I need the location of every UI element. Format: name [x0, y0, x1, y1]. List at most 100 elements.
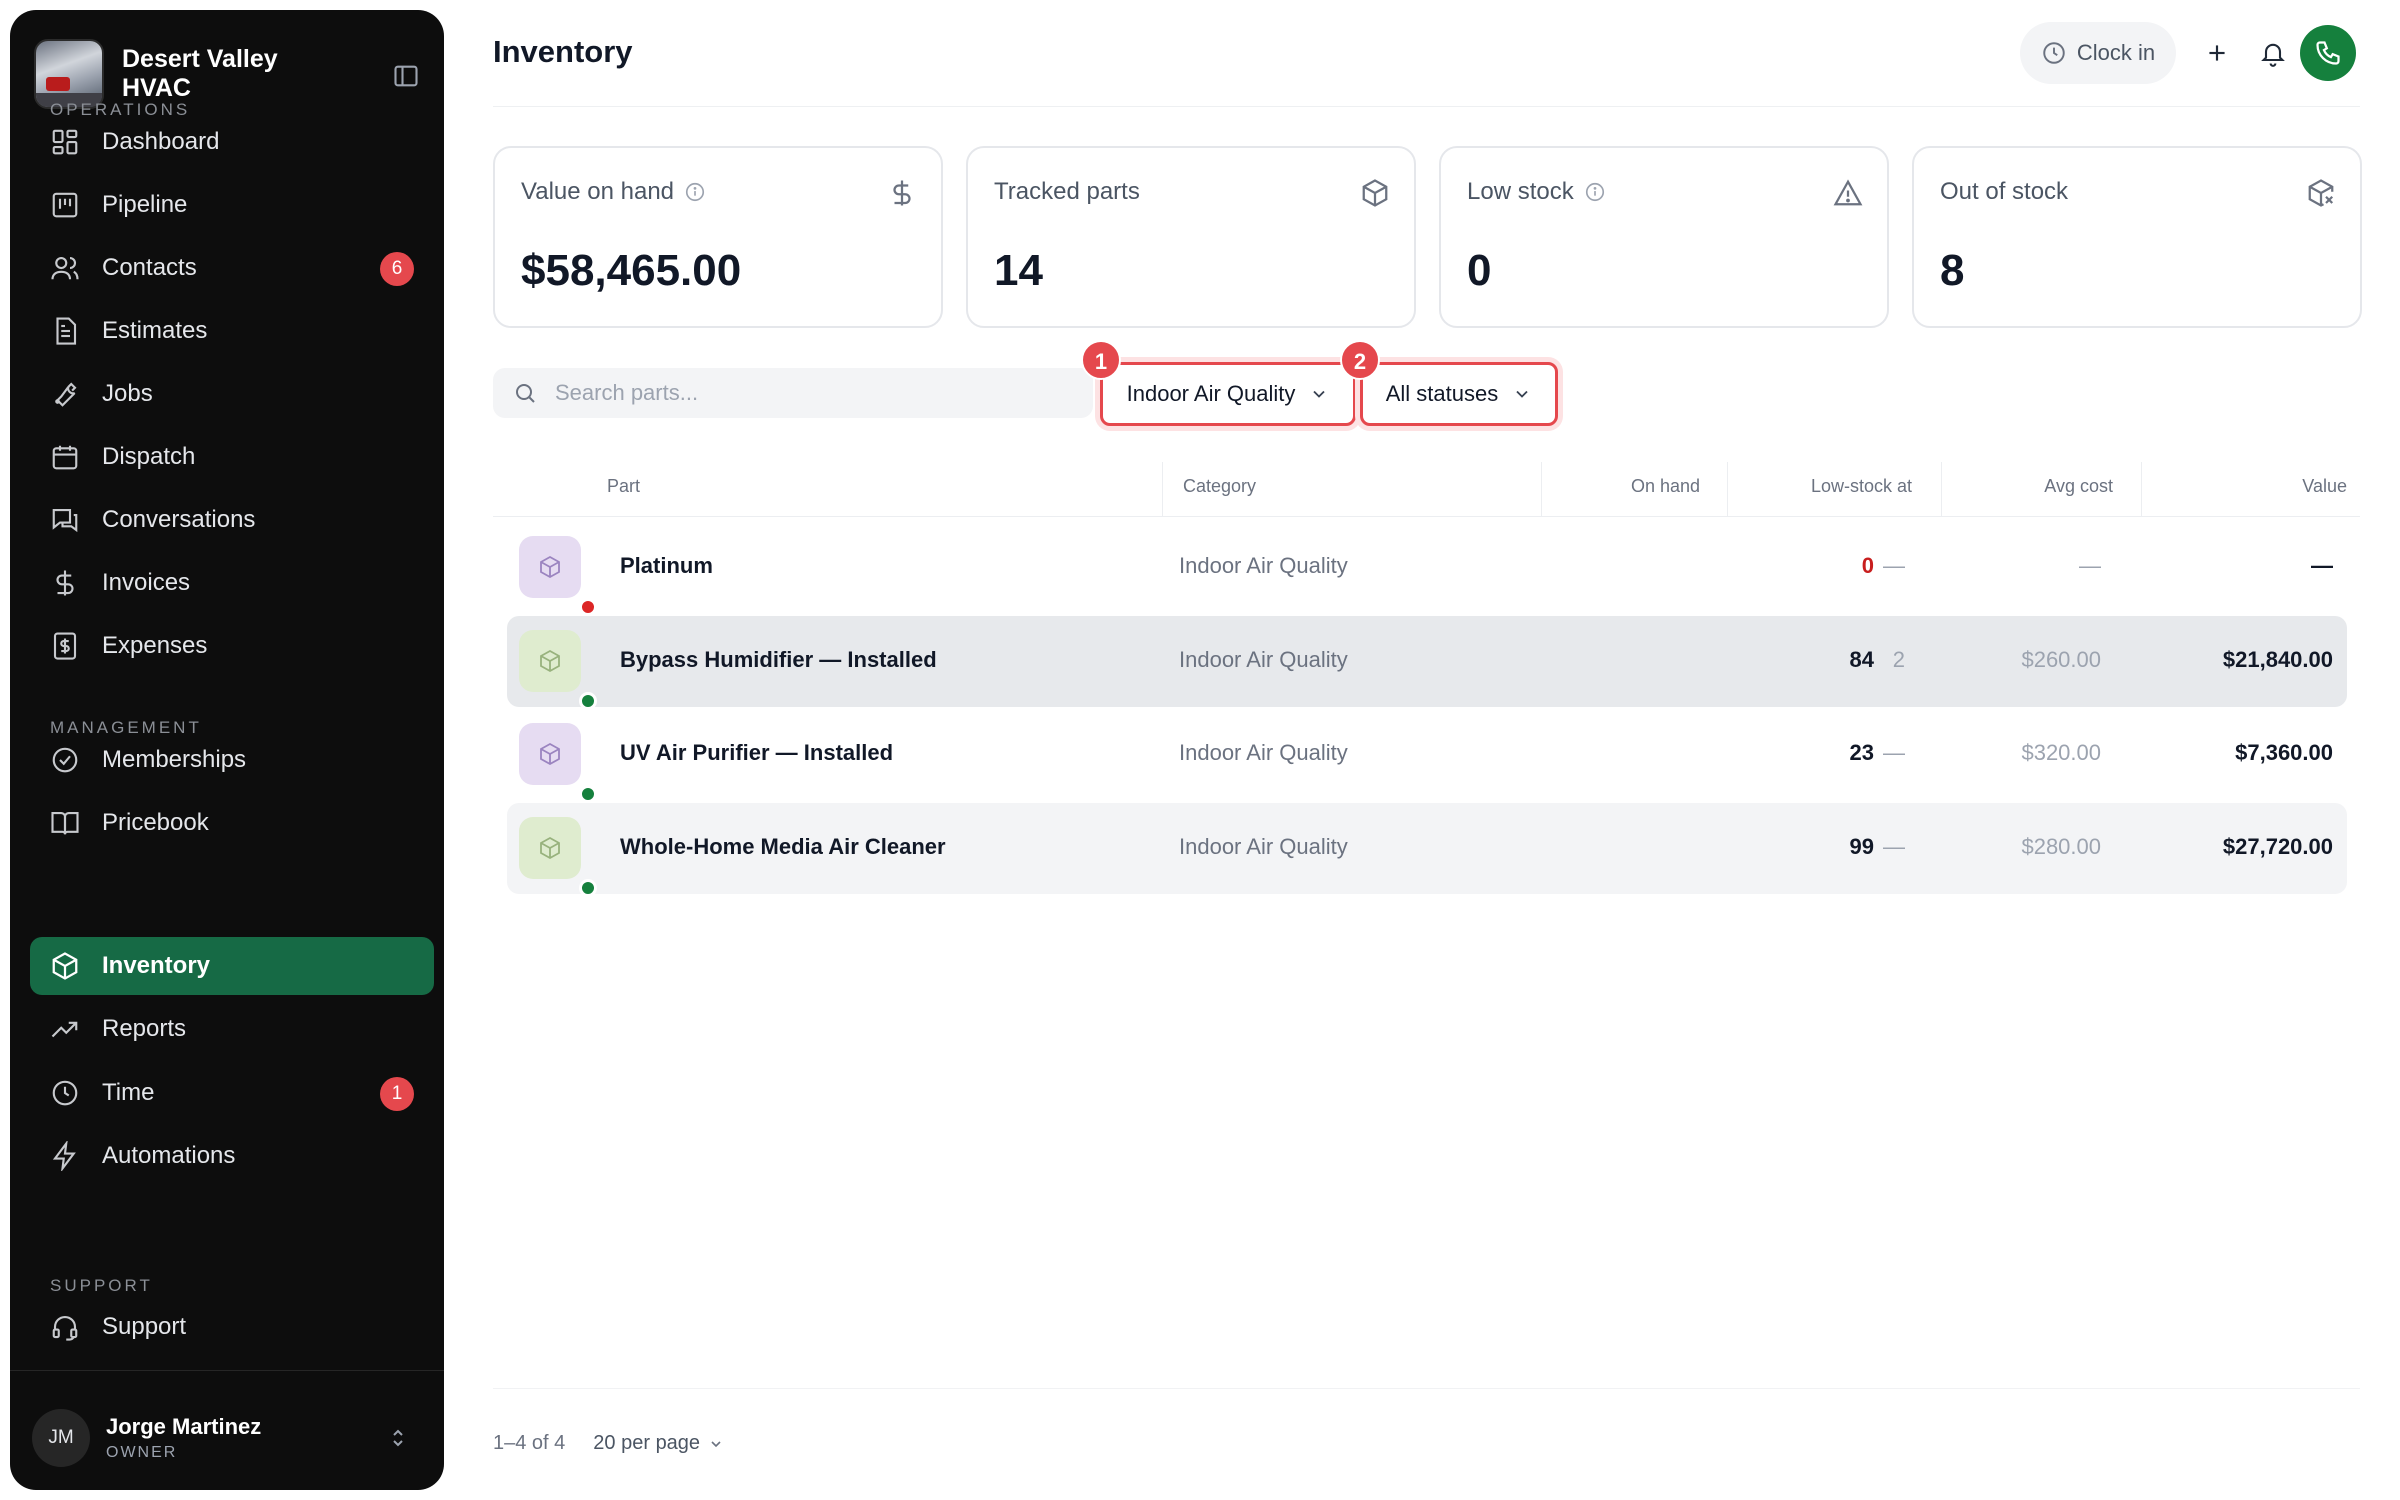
- sidebar-item-label: Jobs: [102, 380, 153, 407]
- sidebar-item-contacts[interactable]: Contacts 6: [30, 239, 434, 297]
- avg-cost-value: —: [2079, 553, 2101, 578]
- column-header-category[interactable]: Category: [1183, 476, 1257, 496]
- phone-button[interactable]: [2300, 25, 2356, 81]
- stat-label: Value on hand: [521, 178, 675, 205]
- part-thumbnail: [519, 817, 581, 879]
- on-hand-value: 0: [1861, 553, 1874, 578]
- stock-status-dot: [579, 598, 597, 616]
- clock-icon: [2041, 40, 2067, 66]
- estimates-icon: [50, 316, 80, 346]
- phone-icon: [2314, 39, 2342, 67]
- notifications-button[interactable]: [2242, 22, 2304, 84]
- sidebar-item-inventory[interactable]: Inventory: [30, 937, 434, 995]
- category-filter-dropdown[interactable]: Indoor Air Quality: [1100, 362, 1356, 426]
- sidebar-item-label: Dispatch: [102, 443, 196, 470]
- section-label-operations: OPERATIONS: [50, 100, 191, 119]
- bell-icon: [2259, 39, 2287, 67]
- add-button[interactable]: [2186, 22, 2248, 84]
- clock-in-label: Clock in: [2076, 40, 2156, 65]
- stat-value: $58,465.00: [521, 246, 742, 295]
- user-role: OWNER: [106, 1444, 178, 1461]
- chevron-down-icon: [708, 1436, 724, 1452]
- part-category: Indoor Air Quality: [1179, 647, 1348, 672]
- receipt-icon: [50, 631, 80, 661]
- avatar: JM: [32, 1409, 90, 1467]
- time-count-badge: 1: [380, 1077, 414, 1111]
- status-filter-value: All statuses: [1385, 381, 1499, 406]
- sidebar-item-memberships[interactable]: Memberships: [30, 731, 434, 789]
- column-header-low-stock-at[interactable]: Low-stock at: [1810, 476, 1912, 496]
- sidebar-item-label: Dashboard: [102, 128, 220, 155]
- sidebar-item-invoices[interactable]: Invoices: [30, 554, 434, 612]
- sidebar-item-label: Automations: [102, 1142, 236, 1169]
- plus-icon: [2204, 40, 2230, 66]
- sidebar-item-support[interactable]: Support: [30, 1298, 434, 1356]
- sidebar-item-label: Invoices: [102, 569, 191, 596]
- info-icon[interactable]: [684, 181, 706, 203]
- sidebar-item-label: Expenses: [102, 632, 208, 659]
- clock-in-button[interactable]: Clock in: [2020, 22, 2176, 84]
- low-stock-at-value: 2: [1892, 647, 1905, 672]
- page-title: Inventory: [493, 34, 633, 69]
- part-thumbnail: [519, 723, 581, 785]
- sidebar-item-reports[interactable]: Reports: [30, 1000, 434, 1058]
- stat-card-low-stock: Low stock 0: [1439, 146, 1889, 328]
- column-header-avg-cost[interactable]: Avg cost: [2044, 476, 2113, 496]
- part-category: Indoor Air Quality: [1179, 834, 1348, 859]
- info-icon[interactable]: [1584, 181, 1606, 203]
- sidebar-item-jobs[interactable]: Jobs: [30, 365, 434, 423]
- sidebar-item-expenses[interactable]: Expenses: [30, 617, 434, 675]
- book-icon: [50, 808, 80, 838]
- stock-status-dot: [579, 692, 597, 710]
- column-header-part[interactable]: Part: [607, 476, 641, 496]
- sidebar-item-estimates[interactable]: Estimates: [30, 302, 434, 360]
- column-separator: [1941, 462, 1942, 516]
- warning-icon: [1833, 178, 1863, 208]
- pipeline-icon: [50, 190, 80, 220]
- stat-value: 0: [1467, 246, 1492, 295]
- box-icon: [538, 742, 562, 766]
- stat-label: Low stock: [1467, 178, 1574, 205]
- headset-icon: [50, 1312, 80, 1342]
- on-hand-value: 99: [1849, 834, 1874, 859]
- sidebar: Desert Valley HVAC OPERATIONS Dashboard …: [10, 10, 444, 1490]
- sidebar-item-conversations[interactable]: Conversations: [30, 491, 434, 549]
- brand[interactable]: Desert Valley HVAC: [34, 34, 420, 114]
- column-header-on-hand[interactable]: On hand: [1630, 476, 1700, 496]
- sidebar-item-time[interactable]: Time 1: [30, 1064, 434, 1122]
- table-row[interactable]: UV Air Purifier — Installed Indoor Air Q…: [507, 709, 2347, 803]
- table-header-divider: [493, 516, 2360, 517]
- stat-card-value-on-hand: Value on hand $58,465.00: [493, 146, 943, 328]
- pagination: 1–4 of 4 20 per page: [493, 1432, 724, 1455]
- sidebar-item-dashboard[interactable]: Dashboard: [30, 113, 434, 171]
- table-row[interactable]: Platinum Indoor Air Quality 0 — — —: [507, 522, 2347, 616]
- column-separator: [2141, 462, 2142, 516]
- sidebar-toggle-icon[interactable]: [392, 62, 420, 90]
- sidebar-item-label: Pricebook: [102, 809, 209, 836]
- sidebar-item-pricebook[interactable]: Pricebook: [30, 794, 434, 852]
- sidebar-item-label: Contacts: [102, 254, 197, 281]
- stat-card-tracked-parts: Tracked parts 14: [966, 146, 1416, 328]
- dashboard-icon: [50, 127, 80, 157]
- table-row[interactable]: Bypass Humidifier — Installed Indoor Air…: [507, 616, 2347, 710]
- search-input[interactable]: [555, 380, 1075, 406]
- box-icon: [50, 951, 80, 981]
- sidebar-item-label: Time: [102, 1079, 155, 1106]
- annotation-marker-2: 2: [1340, 340, 1380, 380]
- column-header-value[interactable]: Value: [2302, 476, 2347, 496]
- sidebar-item-pipeline[interactable]: Pipeline: [30, 176, 434, 234]
- stock-value: $21,840.00: [2222, 647, 2333, 672]
- sidebar-item-automations[interactable]: Automations: [30, 1127, 434, 1185]
- user-menu[interactable]: JM Jorge Martinez OWNER: [32, 1402, 422, 1474]
- chat-icon: [50, 505, 80, 535]
- table-row[interactable]: Whole-Home Media Air Cleaner Indoor Air …: [507, 803, 2347, 897]
- per-page-value: 20 per page: [593, 1432, 701, 1454]
- stat-card-out-of-stock: Out of stock 8: [1912, 146, 2362, 328]
- chevron-down-icon: [1512, 384, 1532, 404]
- calendar-icon: [50, 442, 80, 472]
- sidebar-item-dispatch[interactable]: Dispatch: [30, 428, 434, 486]
- annotation-marker-1: 1: [1081, 340, 1121, 380]
- status-filter-dropdown[interactable]: All statuses: [1360, 362, 1558, 426]
- per-page-dropdown[interactable]: 20 per page: [593, 1432, 724, 1455]
- box-x-icon: [2306, 178, 2336, 208]
